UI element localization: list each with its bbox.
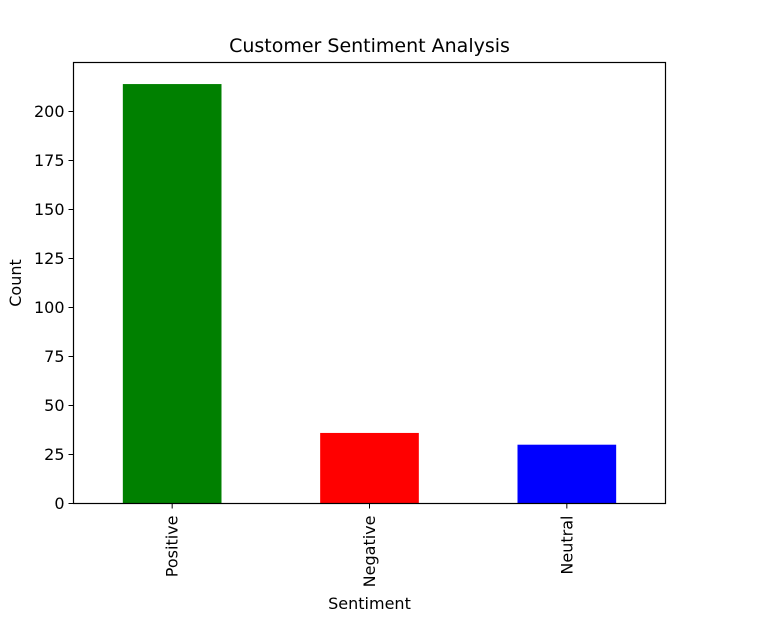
y-axis: 0 25 50 75 100 125 150 175 200 [34,102,74,513]
axes-frame [72,61,667,505]
y-tick-label: 100 [34,298,65,317]
y-tick-label: 0 [54,494,64,513]
bars-group [122,84,617,504]
x-axis-label: Sentiment [328,594,411,613]
y-tick-label: 200 [34,102,65,121]
x-axis: Positive Negative Neutral [163,503,576,588]
y-tick-label: 25 [44,445,64,464]
bar-negative [320,432,419,504]
y-tick-label: 175 [34,151,65,170]
y-tick-label: 50 [44,396,64,415]
y-axis-label: Count [6,259,25,307]
x-tick-label-neutral: Neutral [557,516,576,575]
x-tick-label-negative: Negative [360,516,379,588]
y-tick-label: 150 [34,200,65,219]
y-tick-label: 75 [44,347,64,366]
bar-positive [122,84,222,504]
x-tick-label-positive: Positive [163,516,182,578]
bar-neutral [517,444,617,504]
y-tick-label: 125 [34,249,65,268]
chart-title: Customer Sentiment Analysis [229,35,510,57]
